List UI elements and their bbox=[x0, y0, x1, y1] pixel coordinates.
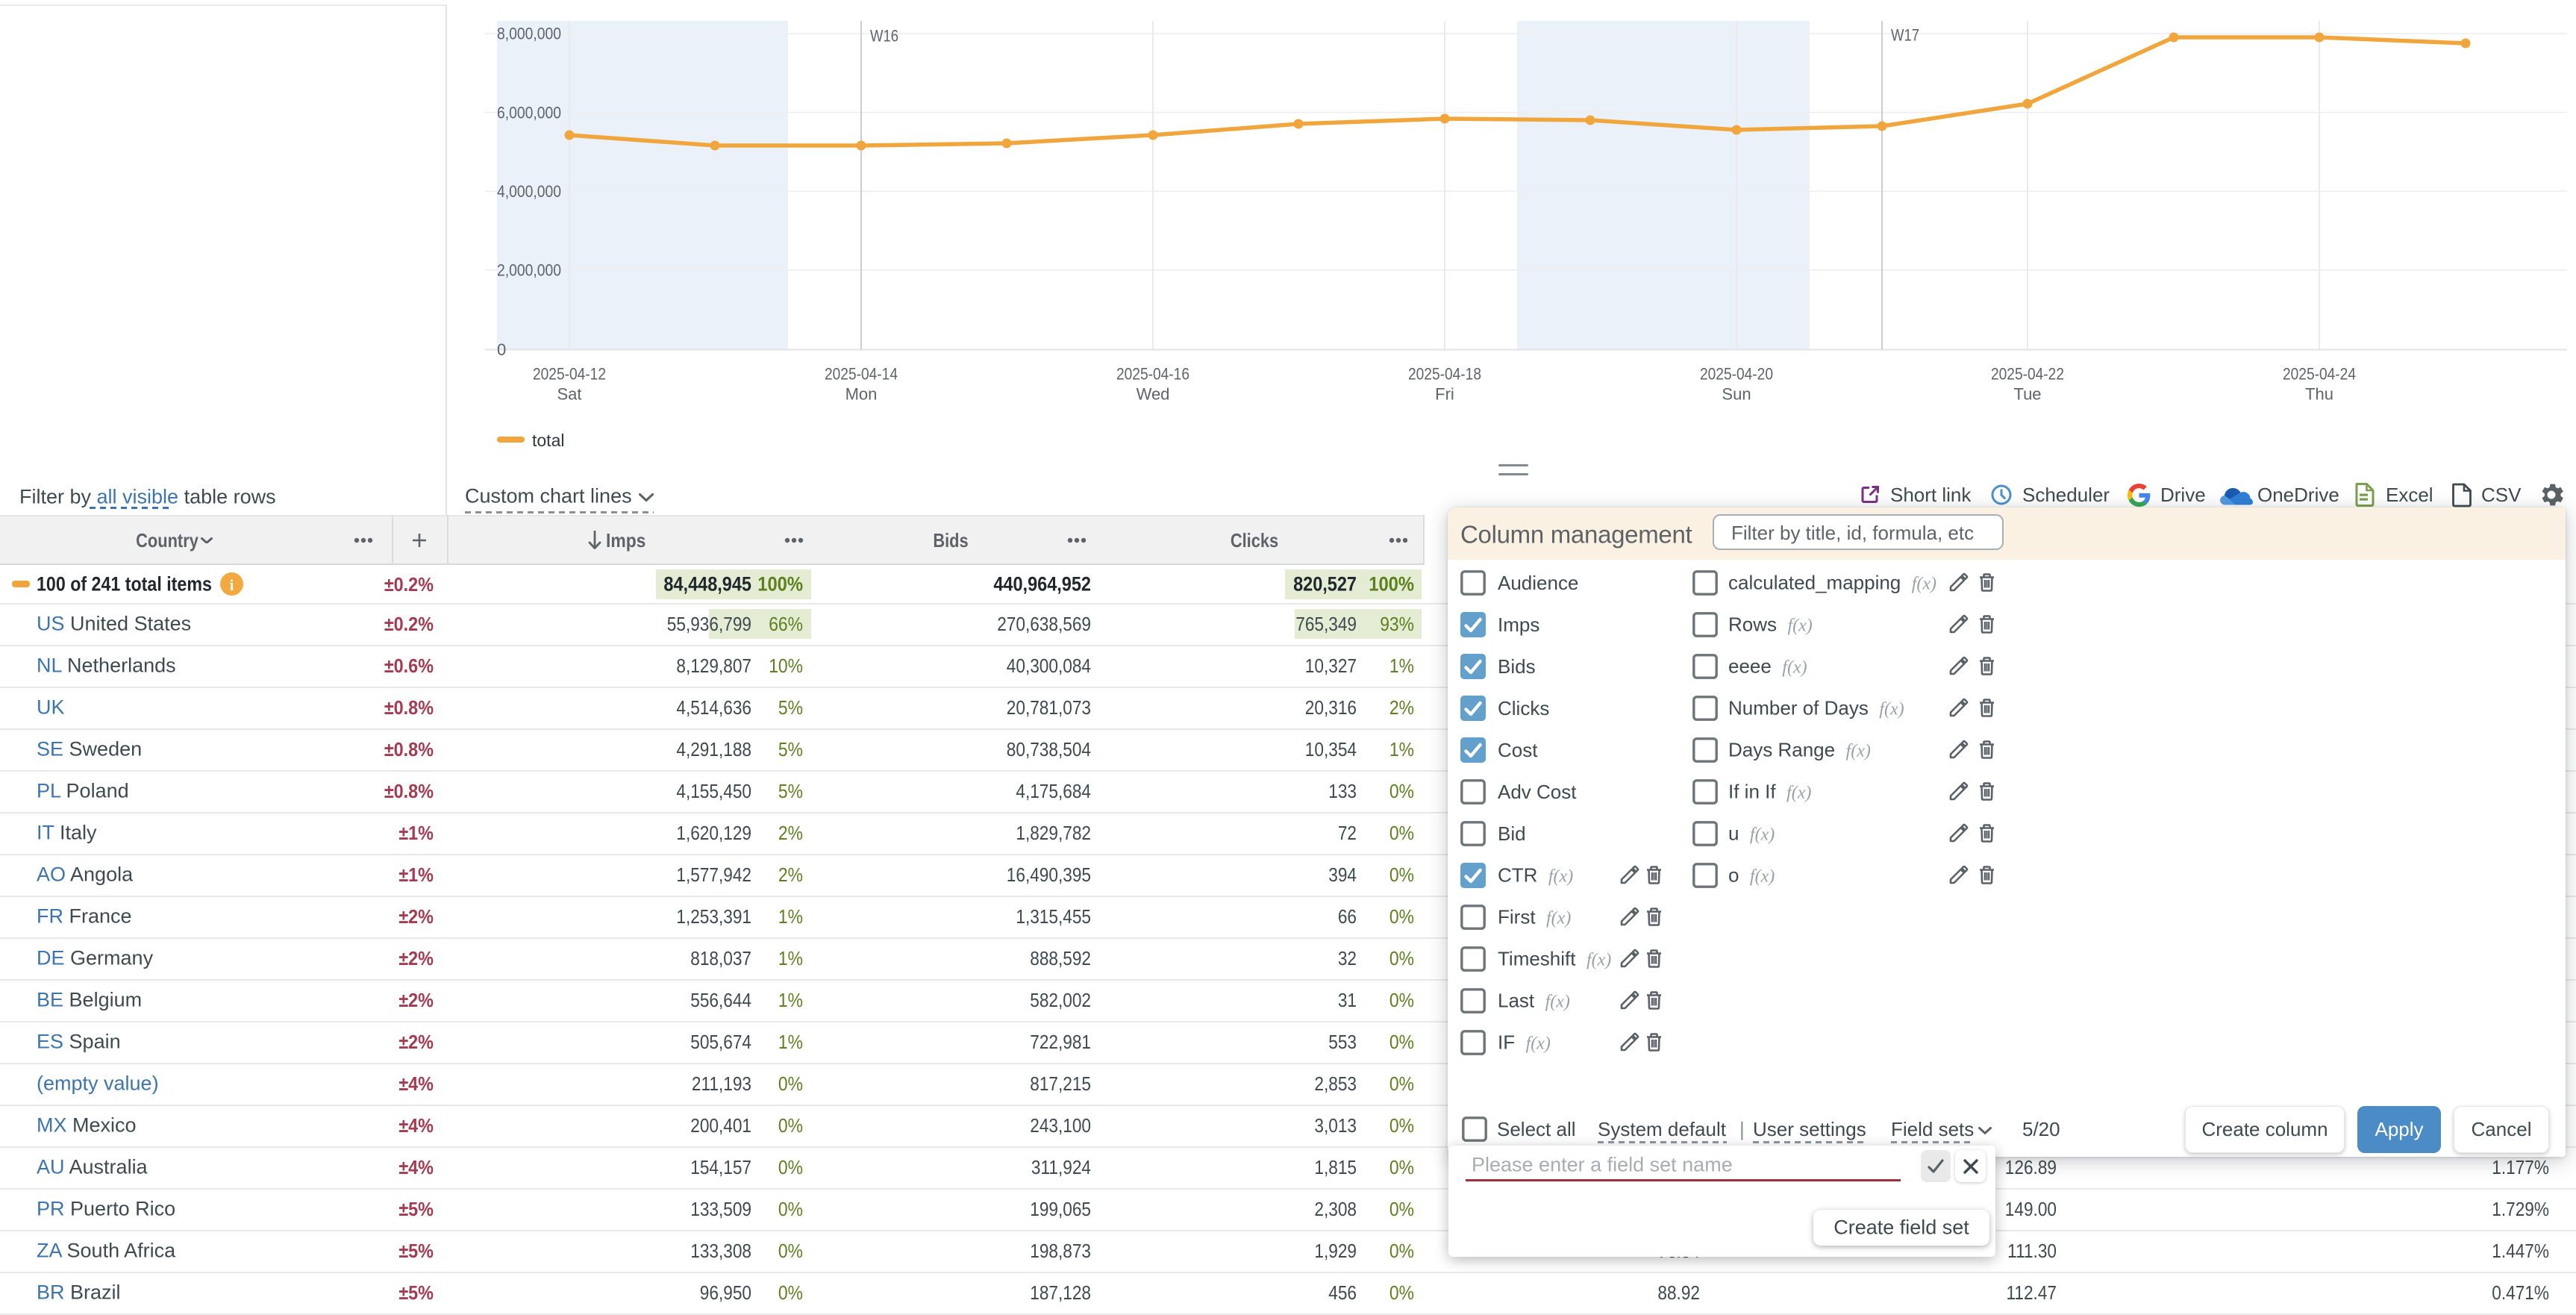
svg-text:2025-04-24: 2025-04-24 bbox=[2283, 365, 2356, 384]
svg-text:W17: W17 bbox=[1891, 26, 1919, 45]
svg-text:i: i bbox=[230, 578, 234, 594]
svg-text:Sat: Sat bbox=[557, 385, 581, 404]
svg-text:2025-04-12: 2025-04-12 bbox=[533, 365, 606, 384]
svg-text:8,000,000: 8,000,000 bbox=[497, 25, 561, 43]
svg-text:Sun: Sun bbox=[1722, 385, 1751, 404]
svg-text:6,000,000: 6,000,000 bbox=[497, 103, 561, 122]
svg-text:Wed: Wed bbox=[1137, 385, 1170, 404]
svg-text:4,000,000: 4,000,000 bbox=[497, 182, 561, 201]
svg-text:0: 0 bbox=[497, 340, 506, 359]
svg-text:Mon: Mon bbox=[845, 385, 878, 404]
svg-text:total: total bbox=[532, 431, 564, 450]
svg-text:2025-04-14: 2025-04-14 bbox=[825, 365, 898, 384]
svg-text:Tue: Tue bbox=[2013, 385, 2041, 404]
svg-text:Thu: Thu bbox=[2305, 385, 2333, 404]
svg-text:2025-04-22: 2025-04-22 bbox=[1991, 365, 2064, 384]
svg-text:W16: W16 bbox=[870, 27, 898, 46]
svg-text:2,000,000: 2,000,000 bbox=[497, 260, 561, 279]
svg-text:2025-04-20: 2025-04-20 bbox=[1700, 365, 1773, 384]
svg-text:2025-04-18: 2025-04-18 bbox=[1408, 365, 1481, 384]
svg-text:Fri: Fri bbox=[1435, 385, 1454, 404]
svg-text:2025-04-16: 2025-04-16 bbox=[1116, 365, 1189, 384]
